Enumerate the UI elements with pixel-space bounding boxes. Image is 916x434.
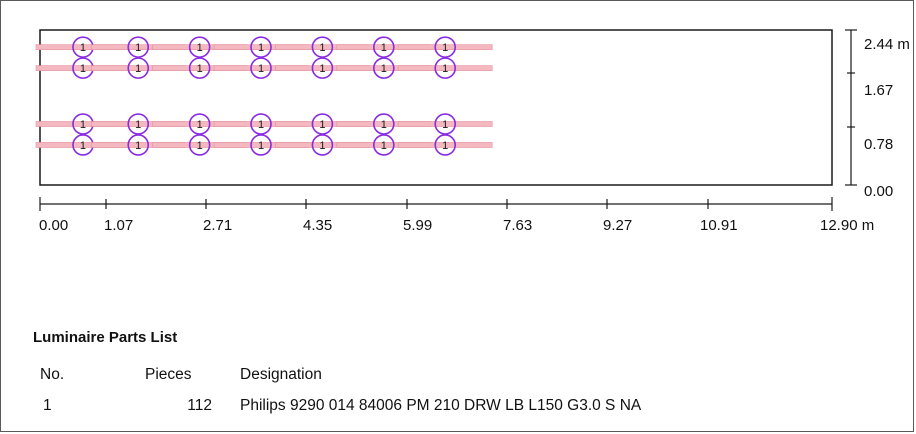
x-tick-label: 1.07: [104, 217, 133, 234]
luminaire-marker-circle: [373, 36, 395, 58]
luminaire-marker-label: 1: [442, 63, 448, 75]
luminaire-body: [397, 44, 493, 50]
room-outline: [39, 29, 833, 186]
luminaire-body: [397, 121, 493, 127]
luminaire-marker-label: 1: [258, 63, 264, 75]
x-tick-label: 10.91: [700, 217, 738, 234]
luminaire-layer: 1 1 1 1 1 1 1 1 1 1 1 1 1 1 1 1 1 1 1 1 1 1 1 1 1 1 1 1: [35, 36, 493, 156]
luminaire-marker-circle: [434, 113, 457, 135]
luminaire-marker-label: 1: [197, 63, 203, 75]
luminaire-marker-circle: [188, 36, 211, 58]
luminaire-marker-circle: [127, 113, 150, 135]
y-tick-label: 0.00: [864, 183, 893, 200]
luminaire-marker-label: 1: [135, 42, 141, 54]
x-tick-label: 2.71: [203, 217, 232, 234]
luminaire-marker-circle: [127, 36, 150, 58]
luminaire-marker-label: 1: [258, 42, 264, 54]
luminaire-marker-circle: [311, 36, 334, 58]
luminaire-marker-label: 1: [442, 42, 448, 54]
luminaire-marker-label: 1: [319, 42, 325, 54]
luminaire-marker-circle: [188, 57, 211, 79]
luminaire-marker-circle: [434, 134, 457, 156]
luminaire-marker-label: 1: [381, 140, 387, 152]
luminaire-marker-circle: [373, 134, 395, 156]
luminaire-marker-label: 1: [197, 119, 203, 131]
luminaire-marker-circle: [373, 57, 395, 79]
luminaire: 1: [397, 134, 493, 156]
luminaire-marker-circle: [434, 36, 457, 58]
y-tick-label: 0.78: [864, 136, 893, 153]
luminaire-marker-label: 1: [135, 119, 141, 131]
luminaire-marker-label: 1: [442, 119, 448, 131]
luminaire-marker-circle: [250, 36, 272, 58]
header-no: No.: [40, 366, 65, 383]
cell-designation: Philips 9290 014 84006 PM 210 DRW LB L15…: [240, 397, 642, 414]
luminaire-marker-circle: [250, 113, 272, 135]
luminaire: 1: [213, 57, 309, 79]
luminaire-marker-circle: [250, 57, 272, 79]
header-designation: Designation: [240, 366, 322, 383]
luminaire-marker-circle: [127, 134, 150, 156]
luminaire-marker-label: 1: [319, 63, 325, 75]
luminaire-marker-circle: [127, 57, 150, 79]
x-axis: 0.00 1.07 2.71 4.35 5.99 7.63 9.27 10.91…: [39, 197, 874, 234]
luminaire-marker-circle: [188, 113, 211, 135]
luminaire: 1: [397, 113, 493, 135]
luminaire-body: [397, 142, 493, 148]
luminaire-marker-circle: [373, 113, 395, 135]
luminaire-marker-label: 1: [80, 63, 86, 75]
luminaire-marker-circle: [250, 134, 272, 156]
y-tick-label: 2.44 m: [864, 36, 910, 53]
luminaire-marker-label: 1: [319, 140, 325, 152]
y-axis: 2.44 m 1.67 0.78 0.00: [845, 29, 910, 200]
luminaire-marker-label: 1: [381, 119, 387, 131]
luminaire-marker-label: 1: [258, 119, 264, 131]
x-tick-label: 9.27: [603, 217, 632, 234]
luminaire: 1: [397, 57, 493, 79]
y-tick-label: 1.67: [864, 82, 893, 99]
luminaire: 1: [152, 57, 247, 79]
luminaire-marker-label: 1: [258, 140, 264, 152]
luminaire-marker-circle: [188, 134, 211, 156]
header-pieces: Pieces: [145, 366, 192, 383]
luminaire-marker-circle: [311, 113, 334, 135]
room-plan-drawing: 1 1 1 1 1 1 1 1 1 1 1 1 1 1 1 1 1 1 1 1 1 1 1 1 1 1 1 1 0.00 1.07 2…: [35, 29, 910, 234]
luminaire-marker-label: 1: [80, 42, 86, 54]
luminaire-marker-label: 1: [381, 63, 387, 75]
luminaire-marker-label: 1: [442, 140, 448, 152]
luminaire: 1: [397, 36, 493, 58]
luminaire-marker-label: 1: [135, 63, 141, 75]
parts-list-title: Luminaire Parts List: [33, 329, 178, 346]
luminaire-marker-label: 1: [135, 140, 141, 152]
luminaire-marker-circle: [311, 134, 334, 156]
x-tick-label: 4.35: [303, 217, 332, 234]
luminaire-body: [397, 65, 493, 71]
luminaire-marker-label: 1: [381, 42, 387, 54]
luminaire-marker-label: 1: [80, 119, 86, 131]
luminaire-marker-label: 1: [197, 42, 203, 54]
x-tick-label: 7.63: [503, 217, 532, 234]
cell-no: 1: [43, 397, 52, 414]
luminaire-marker-label: 1: [197, 140, 203, 152]
luminaire-marker-circle: [434, 57, 457, 79]
x-tick-label: 0.00: [39, 217, 68, 234]
luminaire-marker-label: 1: [319, 119, 325, 131]
luminaire-marker-label: 1: [80, 140, 86, 152]
luminaire-marker-circle: [311, 57, 334, 79]
cell-pieces: 112: [187, 397, 212, 414]
x-tick-label: 12.90 m: [820, 217, 874, 234]
x-tick-label: 5.99: [403, 217, 432, 234]
